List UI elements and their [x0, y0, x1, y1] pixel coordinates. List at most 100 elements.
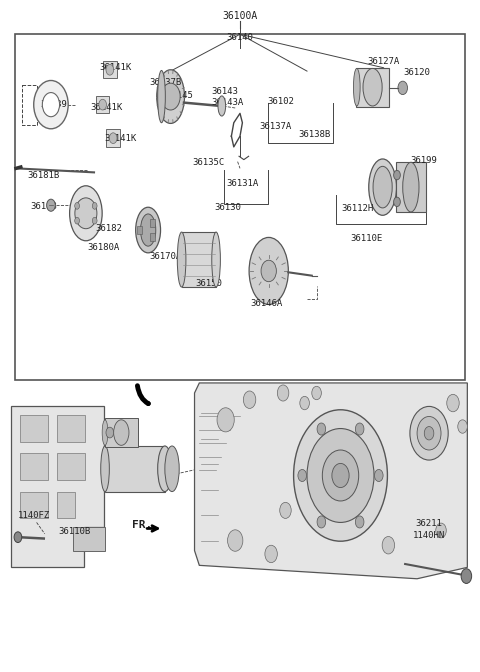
Text: 36180A: 36180A	[87, 243, 120, 252]
Circle shape	[106, 427, 114, 438]
Bar	[57, 454, 85, 480]
Text: 36143A: 36143A	[211, 98, 243, 107]
Text: 36137A: 36137A	[260, 122, 292, 131]
Polygon shape	[194, 383, 468, 579]
Ellipse shape	[157, 71, 165, 123]
Circle shape	[317, 423, 325, 435]
Ellipse shape	[157, 70, 184, 124]
Circle shape	[394, 197, 400, 206]
Circle shape	[323, 450, 359, 501]
Text: 36137B: 36137B	[150, 78, 182, 87]
Circle shape	[298, 470, 307, 482]
Circle shape	[14, 532, 22, 542]
Text: 36139: 36139	[40, 100, 67, 109]
Ellipse shape	[369, 159, 396, 215]
Text: 36120: 36120	[404, 68, 431, 77]
Text: 36181B: 36181B	[28, 171, 60, 179]
Text: 36110E: 36110E	[351, 235, 383, 243]
Text: 36110B: 36110B	[59, 528, 91, 536]
Circle shape	[300, 396, 310, 410]
Ellipse shape	[363, 69, 382, 106]
Ellipse shape	[70, 185, 102, 241]
Circle shape	[75, 202, 80, 209]
Text: 36150: 36150	[195, 279, 222, 288]
Circle shape	[424, 427, 434, 440]
Circle shape	[436, 523, 446, 538]
Ellipse shape	[212, 232, 220, 287]
FancyArrowPatch shape	[137, 386, 148, 404]
Circle shape	[109, 133, 117, 144]
Ellipse shape	[114, 420, 129, 446]
Text: FR.: FR.	[132, 520, 152, 530]
Bar	[137, 226, 143, 234]
Circle shape	[374, 470, 383, 482]
Circle shape	[394, 171, 400, 179]
Bar	[73, 527, 105, 550]
Text: 36145: 36145	[167, 91, 193, 100]
Circle shape	[92, 202, 97, 209]
Bar	[105, 446, 165, 492]
Circle shape	[312, 386, 322, 400]
Polygon shape	[11, 407, 104, 567]
Bar	[150, 218, 156, 226]
Ellipse shape	[249, 237, 288, 304]
Circle shape	[243, 391, 256, 409]
Text: 36183: 36183	[30, 202, 57, 211]
Bar	[20, 492, 48, 518]
Circle shape	[261, 260, 276, 282]
Text: 36182: 36182	[95, 224, 122, 233]
Circle shape	[307, 429, 374, 522]
Circle shape	[382, 536, 395, 554]
Circle shape	[99, 99, 107, 110]
Text: 36211: 36211	[416, 519, 443, 528]
Circle shape	[75, 217, 80, 224]
Bar	[181, 232, 216, 287]
Text: 36140: 36140	[227, 33, 253, 42]
Ellipse shape	[102, 420, 108, 446]
Circle shape	[75, 198, 97, 228]
Text: 36141K: 36141K	[90, 103, 122, 112]
Circle shape	[161, 83, 180, 110]
Circle shape	[34, 81, 68, 129]
Text: 36127A: 36127A	[368, 56, 400, 66]
Circle shape	[461, 569, 472, 583]
Circle shape	[280, 502, 291, 518]
Text: 36199: 36199	[411, 156, 438, 165]
Circle shape	[458, 420, 468, 433]
Ellipse shape	[141, 214, 156, 246]
Bar	[150, 233, 156, 241]
Circle shape	[92, 217, 97, 224]
Circle shape	[277, 385, 289, 401]
Circle shape	[317, 516, 325, 528]
Bar	[20, 454, 48, 480]
Text: 36131A: 36131A	[226, 179, 259, 187]
Bar	[20, 415, 48, 442]
Text: 36138B: 36138B	[298, 130, 330, 139]
Text: 36146A: 36146A	[250, 299, 282, 308]
Text: 1140HN: 1140HN	[413, 532, 445, 540]
Ellipse shape	[177, 232, 186, 287]
Circle shape	[228, 530, 243, 551]
Circle shape	[417, 417, 441, 450]
Text: 36141K: 36141K	[104, 134, 136, 142]
Ellipse shape	[218, 96, 226, 116]
Bar	[57, 492, 75, 518]
Circle shape	[332, 464, 349, 488]
Text: 1140FZ: 1140FZ	[18, 511, 50, 519]
Bar	[356, 68, 389, 107]
Bar	[396, 163, 426, 212]
Bar	[57, 415, 85, 442]
Text: 36135C: 36135C	[193, 159, 225, 167]
Text: 36130: 36130	[215, 203, 241, 212]
Circle shape	[447, 394, 459, 412]
Ellipse shape	[403, 163, 419, 212]
Text: 36141K: 36141K	[99, 63, 132, 73]
Ellipse shape	[165, 446, 179, 492]
Bar	[105, 419, 138, 447]
Circle shape	[410, 407, 448, 460]
Text: 36170A: 36170A	[150, 253, 182, 261]
Ellipse shape	[101, 446, 109, 492]
Ellipse shape	[353, 69, 360, 106]
Bar	[96, 96, 109, 114]
Text: 36102: 36102	[267, 97, 294, 106]
